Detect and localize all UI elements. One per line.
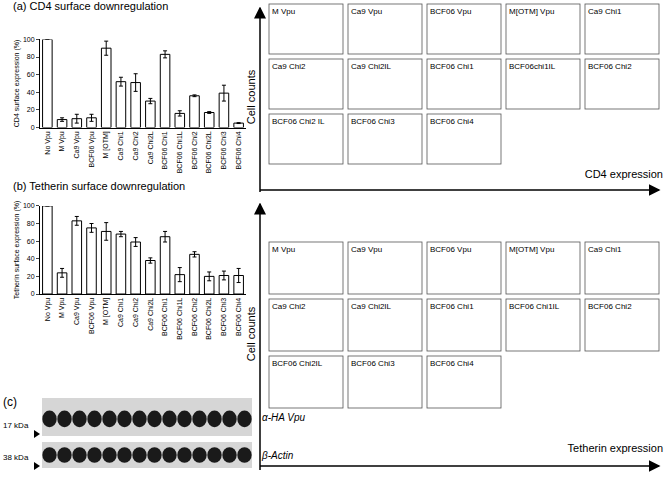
svg-text:(b) Tetherin surface downregul: (b) Tetherin surface downregulation xyxy=(13,180,185,192)
svg-text:Ca9 Chi1: Ca9 Chi1 xyxy=(588,245,622,254)
svg-text:BCF06 Chi2L: BCF06 Chi2L xyxy=(205,131,212,173)
svg-text:38 kDa: 38 kDa xyxy=(3,453,29,462)
svg-text:M Vpu: M Vpu xyxy=(272,245,295,254)
svg-text:Ca9 Vpu: Ca9 Vpu xyxy=(351,7,382,16)
svg-text:M[OTM] Vpu: M[OTM] Vpu xyxy=(509,245,554,254)
svg-text:17 kDa: 17 kDa xyxy=(3,421,29,430)
svg-text:BCF06 Chi3: BCF06 Chi3 xyxy=(220,298,227,336)
svg-text:M [OTM]: M [OTM] xyxy=(102,298,110,325)
svg-text:Ca9 Vpu: Ca9 Vpu xyxy=(351,245,382,254)
svg-text:Ca9 Chi2IL: Ca9 Chi2IL xyxy=(351,302,392,311)
svg-text:Ca9 Vpu: Ca9 Vpu xyxy=(73,298,81,325)
svg-text:BCF06 Vpu: BCF06 Vpu xyxy=(88,131,96,167)
svg-text:100: 100 xyxy=(23,36,35,43)
svg-text:Ca9 Chi2: Ca9 Chi2 xyxy=(132,131,139,160)
svg-text:0: 0 xyxy=(31,124,35,131)
svg-text:BCF06 Chi1: BCF06 Chi1 xyxy=(430,62,474,71)
svg-text:80: 80 xyxy=(27,53,35,60)
svg-text:Ca9 Chi1: Ca9 Chi1 xyxy=(117,298,124,327)
svg-text:BCF06 Chi2: BCF06 Chi2 xyxy=(191,131,198,169)
svg-text:60: 60 xyxy=(27,238,35,245)
svg-text:BCF06 Chi2 IL: BCF06 Chi2 IL xyxy=(272,117,325,126)
svg-text:Tetherin expression: Tetherin expression xyxy=(568,442,663,454)
svg-text:M Vpu: M Vpu xyxy=(272,7,295,16)
svg-text:Ca9 Chi2: Ca9 Chi2 xyxy=(132,298,139,327)
svg-text:BCF06 Chi4: BCF06 Chi4 xyxy=(235,131,242,169)
svg-text:M [OTM]: M [OTM] xyxy=(102,131,110,158)
svg-text:BCF06 Vpu: BCF06 Vpu xyxy=(430,7,471,16)
svg-text:BCF06 Chi3: BCF06 Chi3 xyxy=(220,131,227,169)
svg-text:20: 20 xyxy=(27,273,35,280)
svg-text:Ca9 Vpu: Ca9 Vpu xyxy=(73,131,81,158)
svg-text:100: 100 xyxy=(23,202,35,209)
svg-text:Ca9 Chi2L: Ca9 Chi2L xyxy=(147,298,154,331)
svg-text:BCF06 Chi2: BCF06 Chi2 xyxy=(191,298,198,336)
svg-text:BCF06 Vpu: BCF06 Vpu xyxy=(88,298,96,334)
svg-text:CD4 surface expression (%): CD4 surface expression (%) xyxy=(13,40,21,128)
svg-text:BCF06 Chi1L: BCF06 Chi1L xyxy=(176,298,183,340)
svg-text:BCF06 Vpu: BCF06 Vpu xyxy=(430,245,471,254)
svg-text:M Vpu: M Vpu xyxy=(58,298,66,318)
svg-text:Ca9 Chi2: Ca9 Chi2 xyxy=(272,302,306,311)
svg-text:BCF06 Chi3: BCF06 Chi3 xyxy=(351,117,395,126)
svg-text:BCF06 Chi2: BCF06 Chi2 xyxy=(588,62,632,71)
svg-text:M Vpu: M Vpu xyxy=(58,131,66,151)
svg-text:β-Actin: β-Actin xyxy=(261,450,294,461)
svg-text:BCF06 Chi4: BCF06 Chi4 xyxy=(235,298,242,336)
svg-text:BCF06 Chi1: BCF06 Chi1 xyxy=(161,298,168,336)
svg-text:BCF06chi1IL: BCF06chi1IL xyxy=(509,62,556,71)
svg-text:No Vpu: No Vpu xyxy=(44,131,52,154)
svg-text:0: 0 xyxy=(31,290,35,297)
svg-text:Ca9 Chi2L: Ca9 Chi2L xyxy=(147,131,154,164)
svg-text:20: 20 xyxy=(27,106,35,113)
svg-text:40: 40 xyxy=(27,255,35,262)
svg-text:BCF06 Chi2IL: BCF06 Chi2IL xyxy=(272,359,323,368)
svg-text:60: 60 xyxy=(27,71,35,78)
svg-text:BCF06 Chi1IL: BCF06 Chi1IL xyxy=(509,302,560,311)
svg-text:(c): (c) xyxy=(3,395,17,409)
svg-text:Ca9 Chi2: Ca9 Chi2 xyxy=(272,62,306,71)
svg-text:BCF06 Chi1: BCF06 Chi1 xyxy=(161,131,168,169)
svg-text:CD4 expression: CD4 expression xyxy=(585,168,663,180)
svg-text:BCF06 Chi4: BCF06 Chi4 xyxy=(430,359,474,368)
svg-text:BCF06 Chi1L: BCF06 Chi1L xyxy=(176,131,183,173)
svg-text:BCF06 Chi1: BCF06 Chi1 xyxy=(430,302,474,311)
svg-text:Ca9 Chi2IL: Ca9 Chi2IL xyxy=(351,62,392,71)
svg-text:Tetherin surface expression (%: Tetherin surface expression (%) xyxy=(13,201,21,299)
svg-text:α-HA Vpu: α-HA Vpu xyxy=(262,412,306,423)
svg-text:M[OTM] Vpu: M[OTM] Vpu xyxy=(509,7,554,16)
svg-text:BCF06 Chi2L: BCF06 Chi2L xyxy=(205,298,212,340)
svg-text:BCF06 Chi3: BCF06 Chi3 xyxy=(351,359,395,368)
svg-text:No Vpu: No Vpu xyxy=(44,298,52,321)
svg-text:Cell counts: Cell counts xyxy=(245,306,257,361)
svg-text:Ca9 Chi1: Ca9 Chi1 xyxy=(588,7,622,16)
svg-text:BCF06 Chi4: BCF06 Chi4 xyxy=(430,117,474,126)
svg-text:80: 80 xyxy=(27,220,35,227)
svg-text:(a) CD4 surface downregulation: (a) CD4 surface downregulation xyxy=(13,0,168,12)
svg-text:BCF06 Chi2: BCF06 Chi2 xyxy=(588,302,632,311)
svg-text:Cell counts: Cell counts xyxy=(245,69,257,124)
svg-text:Ca9 Chi1: Ca9 Chi1 xyxy=(117,131,124,160)
svg-text:40: 40 xyxy=(27,89,35,96)
